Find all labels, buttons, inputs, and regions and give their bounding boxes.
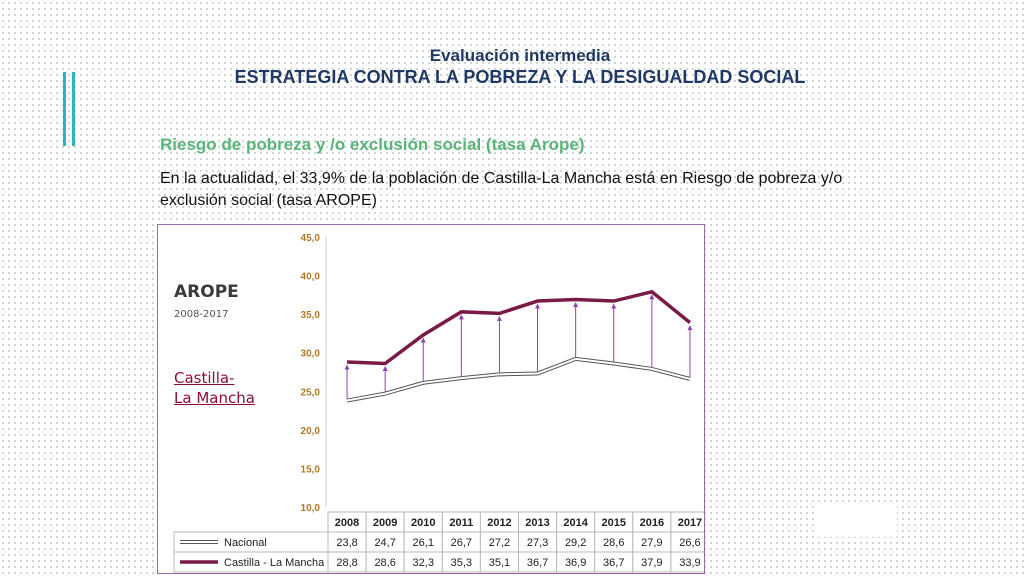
table-value: 28,6 [603,537,624,549]
table-value: 27,2 [489,537,510,549]
table-header-year: 2011 [449,517,473,529]
table-header-year: 2012 [487,517,511,529]
table-header-year: 2014 [563,517,588,529]
table-header-year: 2016 [640,517,664,529]
table-value: 36,9 [565,557,586,569]
table-value: 35,1 [489,557,510,569]
y-tick-label: 30,0 [301,349,321,360]
table-value: 28,6 [374,557,395,569]
y-axis-ticks: 10,0 15,0 20,0 25,0 30,0 35,0 40,0 45,0 [301,233,321,514]
series-line-nacional-outline [346,356,691,403]
table-value: 23,8 [336,537,357,549]
chart-period: 2008-2017 [174,309,229,320]
table-value-cell [670,551,704,573]
series-line-castilla [346,289,692,366]
chart-title: AROPE [174,282,239,302]
table-value: 33,9 [679,557,700,569]
slide-title-line2: ESTRATEGIA CONTRA LA POBREZA Y LA DESIGU… [234,67,806,87]
series-lines [346,289,692,403]
table-value: 36,7 [527,557,548,569]
table-header-year: 2008 [335,517,359,529]
table-value: 36,7 [603,557,624,569]
table-header-year: 2010 [411,517,435,529]
y-tick-label: 35,0 [301,310,321,321]
section-subheading: Riesgo de pobreza y /o exclusión social … [160,135,585,154]
table-value: 24,7 [374,537,395,549]
chart-frame: AROPE 2008-2017 Castilla- La Mancha 10,0… [157,224,705,574]
table-header-year: 2015 [602,517,626,529]
y-tick-label: 45,0 [301,233,321,244]
y-tick-label: 25,0 [301,387,321,398]
accent-line-right [72,72,75,146]
table-header-year: 2017 [678,517,702,529]
slide-title-line1: Evaluación intermedia [429,46,611,65]
series-line-nacional [346,357,691,402]
table-value: 35,3 [451,557,472,569]
table-series-name: Castilla - La Mancha [224,557,325,569]
region-label-line1: Castilla- [174,369,235,387]
y-tick-label: 15,0 [301,464,321,475]
white-box [815,505,897,537]
table-value: 26,6 [679,537,700,549]
y-tick-label: 40,0 [301,272,321,283]
table-header-year: 2013 [525,517,549,529]
table-value: 37,9 [641,557,662,569]
arope-line-chart: 10,015,020,025,030,035,040,045,0 2008 200… [173,233,704,573]
table-value: 26,1 [413,537,434,549]
y-tick-label: 20,0 [301,426,321,437]
table-value: 32,3 [413,557,434,569]
body-paragraph: En la actualidad, el 33,9% de la poblaci… [160,170,843,209]
table-value: 27,3 [527,537,548,549]
region-label-line2: La Mancha [174,389,255,407]
slide-title: Evaluación intermedia ESTRATEGIA CONTRA … [150,46,890,88]
accent-line-left [63,72,66,146]
table-value: 26,7 [451,537,472,549]
table-header-year: 2009 [373,517,397,529]
region-label: Castilla- La Mancha [174,368,255,408]
table-series-name: Nacional [224,537,267,549]
gap-arrows [344,294,693,399]
table-value: 29,2 [565,537,586,549]
y-tick-label: 10,0 [301,503,321,514]
table-value: 27,9 [641,537,662,549]
table-value: 28,8 [336,557,357,569]
data-table: 2008 2009 2010 2011 2012 2013 2014 2015 2016 2017… [173,511,704,573]
